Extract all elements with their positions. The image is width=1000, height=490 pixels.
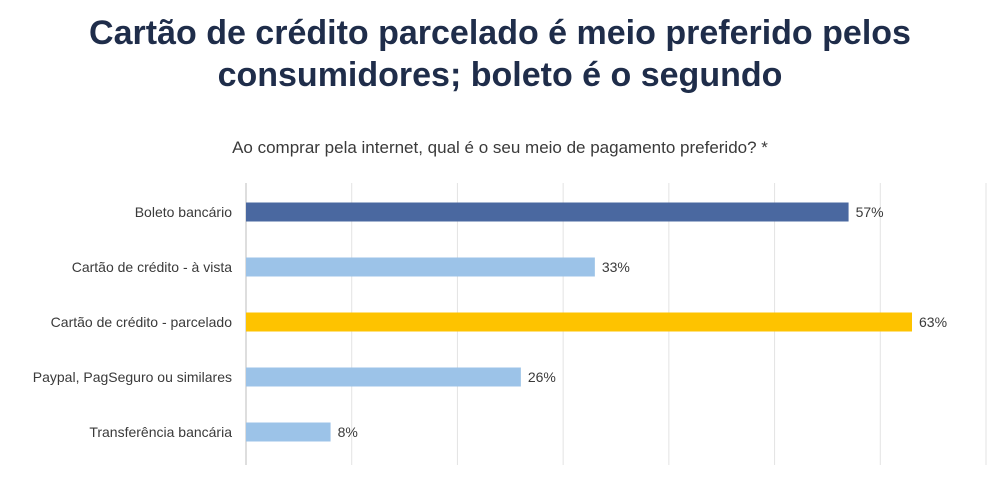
bar-1 — [246, 257, 595, 277]
chart-title-heading: Cartão de crédito parcelado é meio prefe… — [89, 14, 911, 94]
labels: Boleto bancário 57% Cartão de crédito - à … — [33, 204, 947, 440]
value-label: 33% — [602, 259, 630, 275]
bar-3 — [246, 367, 521, 387]
value-label: 8% — [338, 424, 358, 440]
category-label: Cartão de crédito - à vista — [72, 259, 233, 275]
chart-question-subtitle: Ao comprar pela internet, qual é o seu m… — [232, 138, 768, 157]
value-label: 57% — [856, 204, 884, 220]
bar-4 — [246, 422, 331, 442]
category-label: Transferência bancária — [89, 424, 232, 440]
bars — [246, 202, 912, 442]
bar-0 — [246, 202, 849, 222]
category-label: Paypal, PagSeguro ou similares — [33, 369, 232, 385]
category-label: Boleto bancário — [135, 204, 233, 220]
value-label: 26% — [528, 369, 556, 385]
category-label: Cartão de crédito - parcelado — [51, 314, 233, 330]
value-label: 63% — [919, 314, 947, 330]
bar-2 — [246, 312, 912, 332]
